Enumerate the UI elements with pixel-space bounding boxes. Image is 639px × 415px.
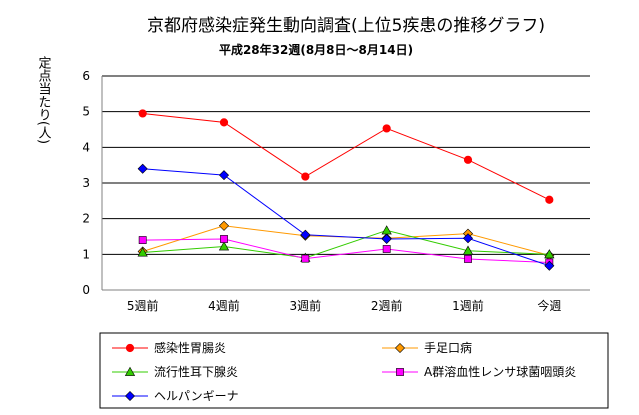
data-point [124, 366, 136, 376]
series-line [142, 238, 550, 264]
y-tick-label: 2 [82, 212, 90, 226]
x-tick-label: 4週前 [208, 298, 240, 313]
y-tick-label: 0 [82, 283, 90, 297]
legend-label: 手足口病 [424, 340, 472, 355]
data-point [462, 233, 474, 244]
data-point [220, 235, 228, 243]
y-tick-label: 1 [82, 247, 90, 261]
legend-item: 手足口病 [382, 340, 472, 355]
legend-item: 感染性胃腸炎 [112, 340, 226, 355]
chart-subtitle: 平成28年32週(8月8日～8月14日) [219, 42, 413, 57]
data-point [137, 247, 148, 257]
data-point [301, 254, 310, 263]
series-line [142, 112, 550, 201]
series-0 [138, 109, 554, 204]
y-tick-label: 5 [82, 105, 90, 119]
series-layer [137, 109, 555, 271]
series-line [142, 168, 550, 267]
legend-item: 流行性耳下腺炎 [112, 365, 238, 379]
data-point [545, 195, 554, 204]
y-axis-label: 定点当たり(人) [36, 56, 52, 144]
data-point [464, 255, 472, 263]
data-point [124, 390, 136, 402]
legend-label: 感染性胃腸炎 [154, 340, 226, 355]
y-tick-label: 4 [82, 140, 90, 154]
legend-label: ヘルパンギーナ [154, 389, 239, 403]
grid-layer [102, 75, 590, 255]
x-tick-label: 2週前 [371, 298, 403, 313]
data-point [218, 170, 230, 181]
data-point [219, 118, 229, 127]
data-point [137, 163, 148, 174]
data-point [381, 225, 392, 235]
data-point [544, 260, 555, 271]
y-tick-label: 3 [82, 176, 90, 190]
chart-title: 京都府感染症発生動向調査(上位5疾患の推移グラフ) [147, 16, 545, 36]
data-point [301, 172, 310, 181]
legend-item: ヘルパンギーナ [112, 389, 239, 403]
series-3 [138, 235, 554, 267]
legend-label: 流行性耳下腺炎 [154, 365, 238, 379]
data-point [218, 241, 230, 251]
legend-item: A群溶血性レンサ球菌咽頭炎 [382, 364, 576, 379]
data-point [544, 249, 555, 259]
data-point [382, 124, 391, 133]
data-point [138, 236, 147, 244]
x-tick-label: 1週前 [452, 298, 484, 313]
data-point [463, 155, 473, 164]
data-point [218, 220, 230, 231]
legend-box [99, 332, 609, 409]
series-4 [137, 163, 555, 271]
axis-layer: 0 1 2 3 4 5 6 5週前 4週前 3週前 2週前 1週前 今週 [82, 69, 590, 313]
x-tick-label: 5週前 [127, 298, 159, 313]
x-tick-label: 3週前 [290, 298, 322, 313]
data-point [300, 229, 311, 240]
y-tick-label: 6 [82, 69, 90, 83]
x-tick-label: 今週 [537, 298, 561, 313]
data-point [138, 109, 147, 118]
data-point [394, 342, 406, 354]
data-point [381, 233, 392, 245]
series-2 [137, 225, 555, 262]
data-point [125, 343, 135, 353]
series-line [142, 225, 550, 256]
legend-label: A群溶血性レンサ球菌咽頭炎 [424, 364, 576, 379]
data-point [382, 245, 391, 253]
data-point [396, 368, 404, 376]
series-line [142, 229, 550, 259]
data-point [462, 245, 474, 255]
